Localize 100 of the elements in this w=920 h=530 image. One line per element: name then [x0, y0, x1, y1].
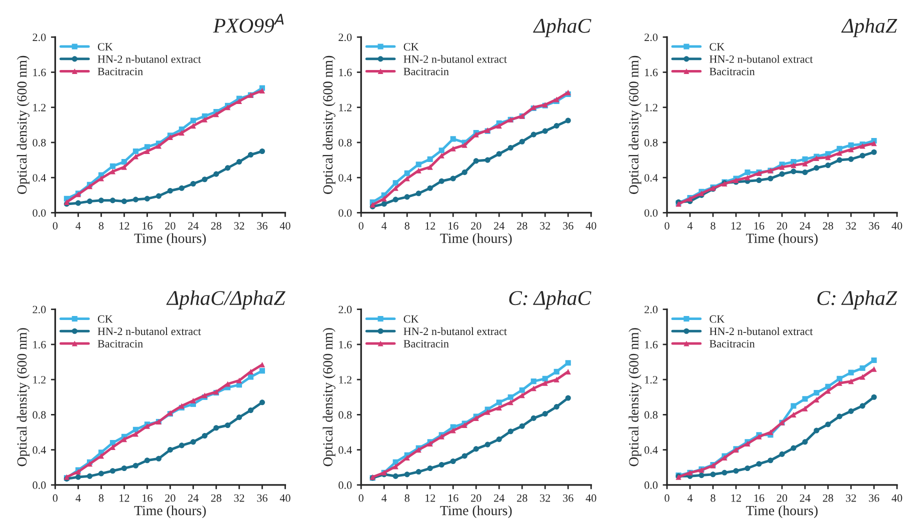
point	[802, 160, 808, 166]
point	[744, 465, 750, 472]
x-tick-label: 12	[426, 222, 436, 230]
point	[450, 136, 456, 142]
x-axis-title: Time (hours)	[746, 233, 818, 246]
legend-label: CK	[98, 315, 113, 323]
x-tick-label: 36	[868, 494, 880, 502]
point	[871, 140, 877, 146]
point	[802, 396, 808, 402]
point	[530, 132, 536, 138]
x-tick-label: 8	[710, 222, 716, 230]
x-tick-label: 8	[710, 494, 716, 502]
x-tick-label: 28	[517, 494, 528, 502]
chart-title: C: ΔphaZ	[817, 290, 898, 310]
x-tick-label: 40	[280, 222, 290, 230]
point	[519, 138, 525, 144]
point	[496, 404, 502, 410]
y-tick-label: 1.6	[645, 340, 658, 348]
y-tick-label: 0.0	[338, 481, 352, 489]
y-tick-label: 2.0	[644, 306, 658, 314]
point	[178, 130, 184, 136]
x-axis-title: Time (hours)	[746, 505, 818, 518]
point	[756, 177, 762, 184]
point	[814, 390, 820, 396]
point	[554, 376, 560, 382]
point	[392, 473, 398, 479]
point	[871, 394, 877, 400]
point	[202, 432, 208, 439]
x-tick-label: 28	[822, 222, 834, 230]
point	[790, 168, 796, 174]
x-tick-label: 32	[234, 494, 244, 502]
x-tick-label: 20	[471, 222, 482, 230]
point	[848, 146, 854, 152]
point	[213, 171, 219, 177]
point	[213, 112, 219, 118]
point	[542, 380, 548, 386]
point	[860, 374, 866, 380]
y-tick-label: 0.8	[338, 411, 352, 419]
legend-label: HN-2 n-butanol extract	[98, 55, 202, 63]
x-tick-label: 40	[892, 494, 902, 502]
y-tick-label: 2.0	[644, 34, 658, 42]
y-tick-label: 1.2	[645, 104, 658, 112]
x-tick-label: 40	[892, 222, 902, 230]
point	[848, 378, 854, 384]
x-tick-label: 20	[165, 494, 176, 502]
point	[75, 474, 81, 480]
point	[825, 162, 831, 168]
x-axis-title: Time (hours)	[440, 233, 512, 246]
x-tick-label: 28	[211, 222, 222, 230]
point	[167, 188, 173, 194]
x-tick-label: 24	[800, 222, 810, 230]
point	[392, 464, 398, 470]
point	[132, 196, 138, 202]
point	[156, 456, 162, 462]
y-tick-label: 0.0	[644, 209, 658, 217]
point	[871, 357, 877, 364]
point	[132, 462, 138, 468]
point	[86, 198, 92, 204]
x-tick-label: 4	[687, 494, 693, 502]
x-tick-label: 0	[664, 494, 670, 502]
point	[236, 159, 242, 165]
point	[259, 148, 265, 154]
legend-label: Bacitracin	[710, 340, 755, 348]
point	[519, 423, 525, 429]
point	[202, 176, 208, 182]
point	[496, 123, 502, 129]
x-tick-label: 20	[776, 222, 788, 230]
point	[416, 469, 422, 475]
x-tick-label: 4	[687, 222, 693, 230]
x-axis-title: Time (hours)	[134, 505, 206, 518]
point	[554, 123, 560, 129]
point	[508, 428, 514, 434]
point	[248, 408, 254, 414]
x-tick-label: 24	[800, 494, 810, 502]
point	[756, 461, 762, 467]
y-tick-label: 1.6	[33, 340, 46, 348]
x-tick-label: 4	[76, 222, 81, 230]
point	[565, 118, 571, 124]
legend-label: Bacitracin	[404, 68, 449, 76]
point	[156, 193, 162, 199]
point	[427, 156, 433, 162]
y-tick-label: 0.4	[338, 174, 352, 182]
y-tick-label: 0.4	[644, 174, 658, 182]
point	[86, 473, 92, 479]
point	[110, 468, 116, 474]
point	[392, 180, 398, 186]
legend-label: CK	[404, 315, 419, 323]
point	[404, 170, 410, 176]
point	[836, 157, 842, 163]
x-tick-label: 0	[52, 222, 58, 230]
x-tick-label: 40	[280, 494, 290, 502]
point	[110, 198, 116, 204]
y-tick-label: 1.6	[339, 68, 352, 76]
y-tick-label: 1.2	[339, 104, 352, 112]
y-tick-label: 0.4	[32, 446, 46, 454]
point	[848, 156, 854, 162]
point	[236, 414, 242, 420]
point	[190, 398, 196, 404]
point	[450, 176, 456, 182]
x-tick-label: 4	[382, 222, 387, 230]
